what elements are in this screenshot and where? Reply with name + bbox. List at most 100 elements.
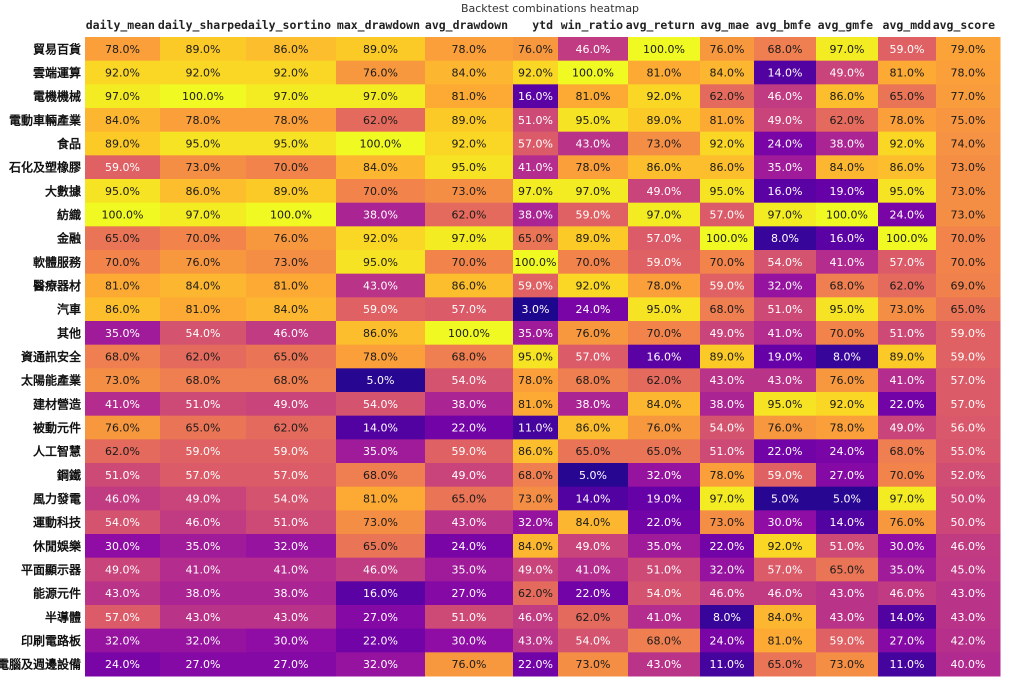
- cell-value-label: 70.0%: [274, 161, 309, 174]
- cell-value-label: 76.0%: [452, 658, 487, 671]
- cell-value-label: 30.0%: [105, 540, 140, 553]
- cell-value-label: 84.0%: [710, 67, 745, 80]
- heatmap-cell: [628, 155, 701, 180]
- cell-value-label: 5.0%: [833, 493, 861, 506]
- row-label-6: 石化及塑橡膠: [8, 160, 81, 175]
- heatmap-cell: [425, 415, 514, 440]
- cell-value-label: 32.0%: [186, 635, 221, 648]
- cell-value-label: 78.0%: [576, 161, 611, 174]
- cell-value-label: 46.0%: [274, 327, 309, 340]
- heatmap-cell: [336, 368, 426, 393]
- cell-value-label: 100.0%: [448, 327, 490, 340]
- heatmap-cell: [700, 202, 755, 227]
- cell-value-label: 65.0%: [274, 351, 309, 364]
- column-label-avg-mae: avg_mae: [701, 18, 750, 33]
- cell-value-label: 73.0%: [363, 516, 398, 529]
- heatmap-cell: [628, 439, 701, 464]
- heatmap-cell: [85, 108, 161, 133]
- column-label-daily-mean: daily_mean: [86, 18, 155, 33]
- heatmap-cell: [558, 321, 629, 346]
- cell-value-label: 62.0%: [274, 422, 309, 435]
- cell-value-label: 97.0%: [647, 209, 682, 222]
- heatmap-cell: [85, 628, 161, 653]
- cell-value-label: 30.0%: [452, 635, 487, 648]
- heatmap-cell: [513, 557, 559, 582]
- heatmap-cell: [700, 557, 755, 582]
- heatmap-cell: [336, 415, 426, 440]
- heatmap-cell: [246, 344, 337, 369]
- heatmap-cell: [878, 321, 937, 346]
- heatmap-cell: [816, 439, 879, 464]
- heatmap-cell: [85, 179, 161, 204]
- heatmap-cell: [160, 84, 247, 109]
- cell-value-label: 56.0%: [951, 422, 986, 435]
- heatmap-cell: [513, 84, 559, 109]
- column-label-daily-sortino: daily_sortino: [241, 18, 331, 33]
- cell-value-label: 11.0%: [518, 422, 553, 435]
- cell-value-label: 86.0%: [890, 161, 925, 174]
- cell-value-label: 62.0%: [890, 280, 925, 293]
- heatmap-cell: [700, 652, 755, 677]
- row-label-27: 電腦及週邊設備: [0, 657, 81, 672]
- cell-value-label: 49.0%: [576, 540, 611, 553]
- heatmap-cell: [160, 510, 247, 535]
- heatmap-cell: [558, 368, 629, 393]
- cell-value-label: 57.0%: [576, 351, 611, 364]
- heatmap-cell: [85, 202, 161, 227]
- cell-value-label: 43.0%: [951, 611, 986, 624]
- heatmap-cell: [336, 652, 426, 677]
- cell-value-label: 84.0%: [186, 280, 221, 293]
- cell-value-label: 57.0%: [951, 374, 986, 387]
- heatmap-cell: [558, 439, 629, 464]
- cell-value-label: 81.0%: [363, 493, 398, 506]
- cell-value-label: 78.0%: [186, 114, 221, 127]
- heatmap-cell: [754, 60, 817, 85]
- cell-value-label: 59.0%: [647, 256, 682, 269]
- heatmap-cell: [628, 84, 701, 109]
- cell-value-label: 43.0%: [710, 374, 745, 387]
- cell-value-label: 70.0%: [890, 469, 925, 482]
- heatmap-cell: [425, 605, 514, 630]
- cell-value-label: 59.0%: [452, 445, 487, 458]
- heatmap-cell: [160, 344, 247, 369]
- heatmap-cell: [754, 605, 817, 630]
- cell-value-label: 68.0%: [363, 469, 398, 482]
- cell-value-label: 51.0%: [890, 327, 925, 340]
- cell-value-label: 84.0%: [576, 516, 611, 529]
- cell-value-label: 43.0%: [951, 587, 986, 600]
- cell-value-label: 86.0%: [452, 280, 487, 293]
- cell-value-label: 38.0%: [186, 587, 221, 600]
- cell-value-label: 32.0%: [105, 635, 140, 648]
- heatmap-cell: [558, 392, 629, 417]
- cell-value-label: 27.0%: [890, 635, 925, 648]
- heatmap-cell: [628, 297, 701, 322]
- heatmap-cell: [936, 84, 1001, 109]
- heatmap-cell: [336, 297, 426, 322]
- heatmap-cell: [816, 37, 879, 62]
- cell-value-label: 24.0%: [710, 635, 745, 648]
- cell-value-label: 73.0%: [452, 185, 487, 198]
- cell-value-label: 65.0%: [186, 422, 221, 435]
- cell-value-label: 84.0%: [647, 398, 682, 411]
- cell-value-label: 57.0%: [768, 564, 803, 577]
- cell-value-label: 49.0%: [768, 114, 803, 127]
- cell-value-label: 38.0%: [363, 209, 398, 222]
- cell-value-label: 95.0%: [274, 138, 309, 151]
- cell-value-label: 97.0%: [186, 209, 221, 222]
- heatmap-cell: [700, 131, 755, 156]
- cell-value-label: 97.0%: [274, 90, 309, 103]
- cell-value-label: 73.0%: [710, 516, 745, 529]
- heatmap-cell: [513, 226, 559, 251]
- cell-value-label: 97.0%: [576, 185, 611, 198]
- heatmap-cell: [246, 60, 337, 85]
- cell-value-label: 86.0%: [274, 43, 309, 56]
- cell-value-label: 76.0%: [105, 422, 140, 435]
- cell-value-label: 68.0%: [576, 374, 611, 387]
- heatmap-cell: [425, 179, 514, 204]
- heatmap-cell: [936, 179, 1001, 204]
- heatmap-cell: [160, 415, 247, 440]
- cell-value-label: 5.0%: [771, 493, 799, 506]
- cell-value-label: 92.0%: [768, 540, 803, 553]
- cell-value-label: 76.0%: [890, 516, 925, 529]
- cell-value-label: 27.0%: [363, 611, 398, 624]
